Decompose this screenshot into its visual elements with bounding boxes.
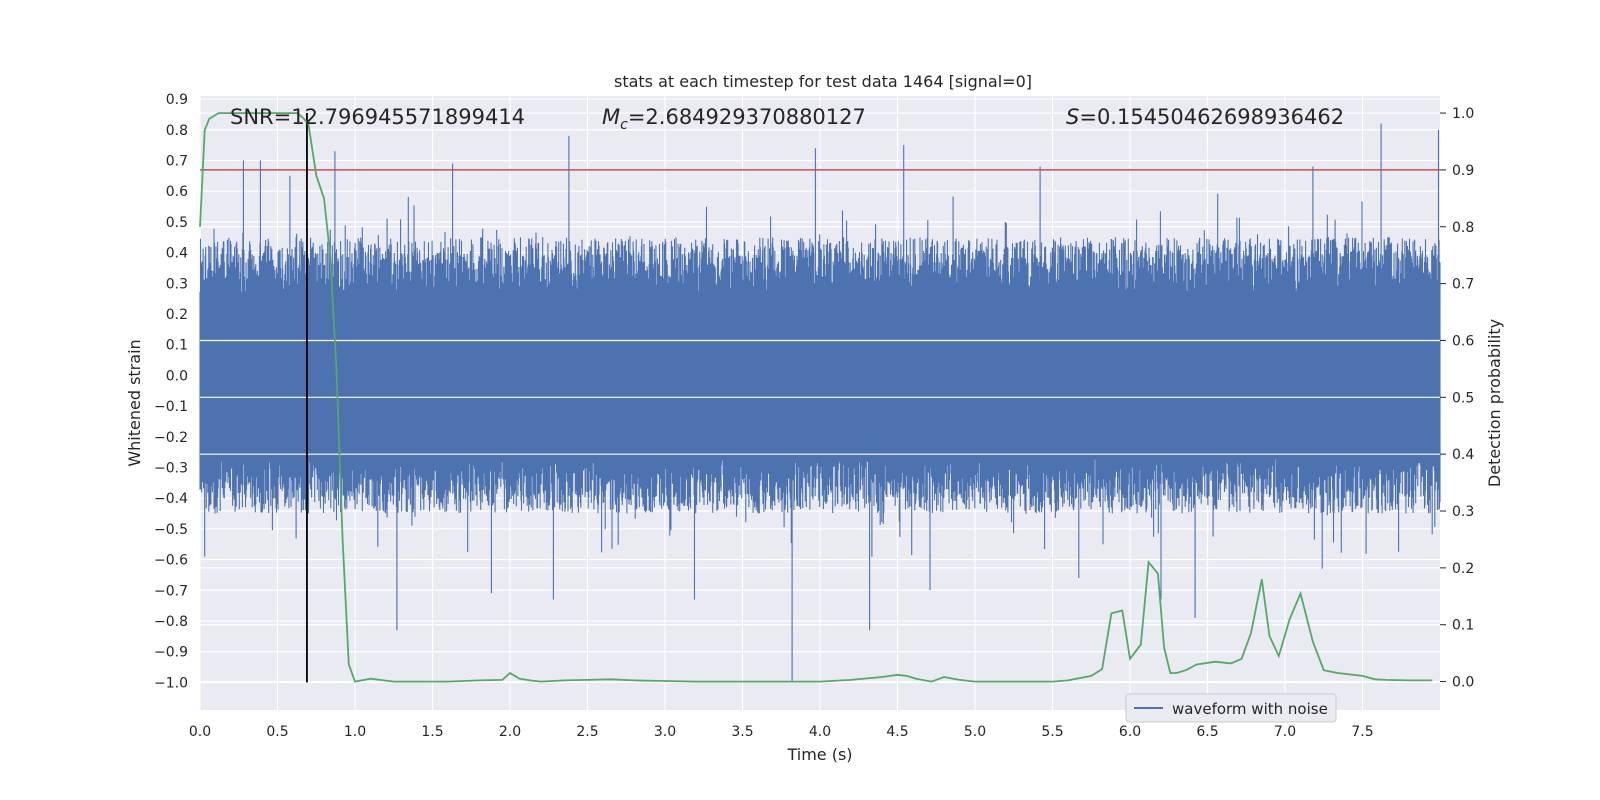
y2-tick-label: 0.6 <box>1452 333 1474 349</box>
legend-box <box>1125 693 1337 723</box>
annotation-s: S=0.15450462698936462 <box>1066 105 1344 129</box>
y-tick-label: −0.9 <box>154 645 188 661</box>
x-tick-label: 5.5 <box>1041 724 1063 740</box>
legend: waveform with noise <box>1125 693 1337 723</box>
chirp-mass-symbol: M <box>602 105 620 129</box>
x-tick-label: 7.0 <box>1274 724 1296 740</box>
legend-label: waveform with noise <box>1172 700 1328 718</box>
y-tick-label: 0.0 <box>166 368 188 384</box>
annotation-chirp-mass: Mc=2.684929370880127 <box>602 105 866 133</box>
x-tick-labels: 0.0 0.5 1.0 1.5 2.0 2.5 3.0 3.5 4.0 4.5 5.0 5.5 6.0 6… <box>189 724 1374 740</box>
y-tick-label: 0.9 <box>166 92 188 108</box>
waveform-core <box>200 292 1440 459</box>
chirp-mass-value: =2.684929370880127 <box>628 105 866 129</box>
y-tick-label: −0.7 <box>154 583 188 599</box>
y-tick-label: −0.2 <box>154 430 188 446</box>
x-tick-label: 1.0 <box>344 724 366 740</box>
y2-tick-label: 1.0 <box>1452 106 1474 122</box>
annotation-snr: SNR=12.796945571899414 <box>230 105 525 129</box>
y-tick-label: 0.2 <box>166 307 188 323</box>
x-tick-label: 6.5 <box>1196 724 1218 740</box>
y-tick-label: 0.5 <box>166 215 188 231</box>
y2-tick-label: 0.2 <box>1452 561 1474 577</box>
x-tick-label: 6.0 <box>1119 724 1141 740</box>
y-tick-label: 0.7 <box>166 153 188 169</box>
x-tick-label: 4.5 <box>886 724 908 740</box>
y2-tick-label: 0.3 <box>1452 504 1474 520</box>
y-tick-label: −0.1 <box>154 399 188 415</box>
x-tick-label: 1.5 <box>421 724 443 740</box>
x-tick-label: 0.0 <box>189 724 211 740</box>
y-tick-label: 0.3 <box>166 276 188 292</box>
overlays <box>199 112 1440 683</box>
y-tick-labels: 0.9 0.8 0.7 0.6 0.5 0.4 0.3 0.2 0.1 0.0 −0.1 −0.2 −0… <box>154 92 188 691</box>
y2-tick-label: 0.4 <box>1452 447 1474 463</box>
y2-axis-label: Detection probability <box>1485 319 1504 487</box>
y-tick-label: −0.4 <box>154 491 188 507</box>
x-tick-label: 4.0 <box>809 724 831 740</box>
y2-tick-label: 0.8 <box>1452 220 1474 236</box>
x-tick-label: 3.5 <box>731 724 753 740</box>
waveform-series <box>199 123 1441 683</box>
y-tick-label: −0.8 <box>154 614 188 630</box>
y-tick-label: −0.3 <box>154 460 188 476</box>
x-tick-label: 2.5 <box>576 724 598 740</box>
y2-tick-label: 0.1 <box>1452 618 1474 634</box>
y2-tick-label: 0.5 <box>1452 390 1474 406</box>
x-tick-label: 7.5 <box>1351 724 1373 740</box>
x-tick-label: 2.0 <box>499 724 521 740</box>
x-axis-label: Time (s) <box>786 745 852 764</box>
y2-tick-label: 0.0 <box>1452 675 1474 691</box>
y-tick-label: −0.6 <box>154 553 188 569</box>
chirp-mass-subscript: c <box>620 117 628 133</box>
y-axis-label: Whitened strain <box>125 339 144 466</box>
probability-line <box>199 112 1433 683</box>
y-tick-label: 0.1 <box>166 338 188 354</box>
y-tick-label: 0.8 <box>166 123 188 139</box>
chart-title: stats at each timestep for test data 146… <box>614 72 1032 91</box>
s-symbol: S <box>1066 105 1079 129</box>
x-tick-label: 3.0 <box>654 724 676 740</box>
y-tick-label: −1.0 <box>154 675 188 691</box>
x-tick-label: 5.0 <box>964 724 986 740</box>
y2-tick-labels: 1.0 0.9 0.8 0.7 0.6 0.5 0.4 0.3 0.2 0.1 0.0 <box>1440 106 1474 691</box>
x-tick-label: 0.5 <box>266 724 288 740</box>
y2-tick-label: 0.7 <box>1452 277 1474 293</box>
y2-tick-label: 0.9 <box>1452 163 1474 179</box>
s-value: =0.15450462698936462 <box>1079 105 1344 129</box>
y-tick-label: 0.6 <box>166 184 188 200</box>
y-tick-label: 0.4 <box>166 246 188 262</box>
y-tick-label: −0.5 <box>154 522 188 538</box>
